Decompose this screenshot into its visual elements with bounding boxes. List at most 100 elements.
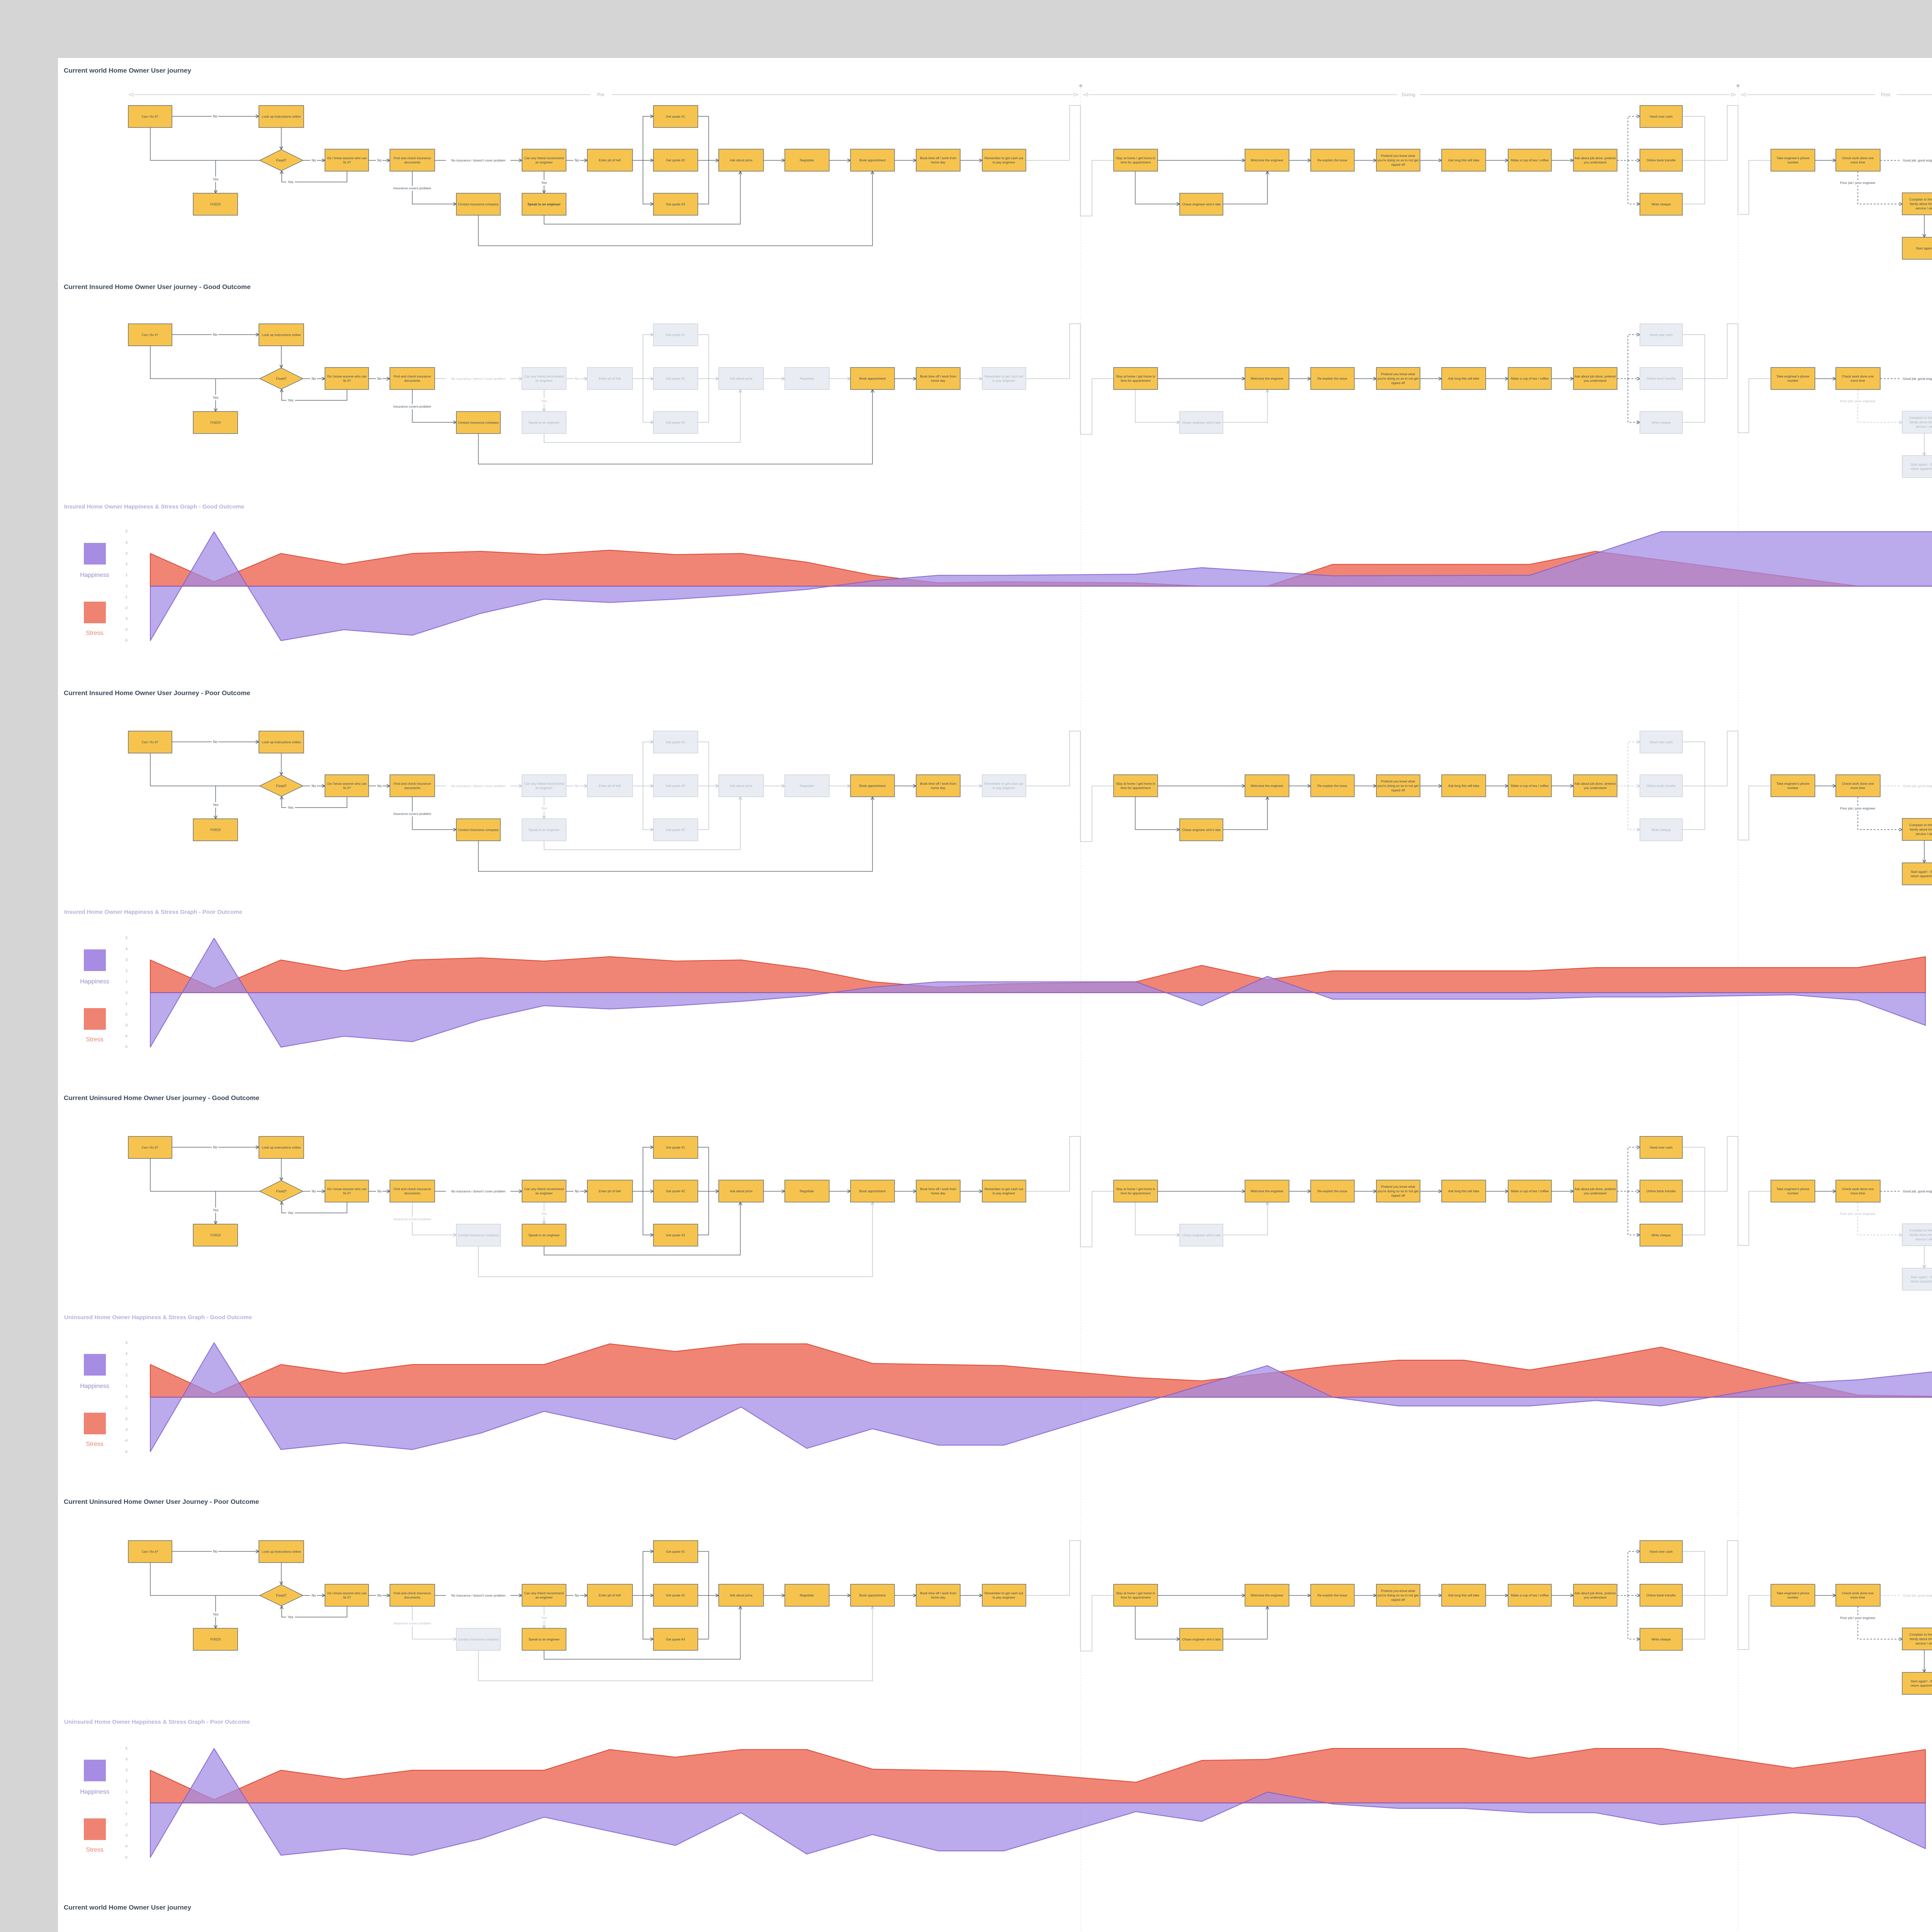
svg-text:Ask long this will take: Ask long this will take bbox=[1448, 1594, 1480, 1597]
svg-text:Welcome the engineer: Welcome the engineer bbox=[1251, 1594, 1284, 1597]
svg-text:Make a cup of tea / coffee: Make a cup of tea / coffee bbox=[1511, 1594, 1549, 1597]
svg-text:No: No bbox=[311, 784, 316, 788]
svg-text:Fixed?: Fixed? bbox=[276, 158, 286, 162]
svg-text:1: 1 bbox=[126, 573, 128, 577]
svg-text:Get quote #2: Get quote #2 bbox=[666, 377, 685, 381]
svg-text:Good job, good engineer: Good job, good engineer bbox=[1903, 1189, 1932, 1193]
svg-text:Write cheque: Write cheque bbox=[1651, 828, 1671, 832]
svg-text:Speak to an engineer: Speak to an engineer bbox=[527, 202, 561, 206]
svg-text:Yes: Yes bbox=[213, 1208, 219, 1212]
svg-text:Get quote #1: Get quote #1 bbox=[666, 1146, 685, 1150]
svg-text:Current Uninsured Home Owner U: Current Uninsured Home Owner User journe… bbox=[64, 1094, 259, 1102]
svg-text:Get quote #2: Get quote #2 bbox=[666, 784, 685, 788]
svg-text:Speak to an engineer: Speak to an engineer bbox=[529, 828, 560, 832]
svg-text:Can I fix it?: Can I fix it? bbox=[142, 115, 158, 119]
svg-text:Welcome the engineer: Welcome the engineer bbox=[1251, 377, 1284, 381]
svg-text:Ask about price: Ask about price bbox=[730, 158, 753, 162]
svg-text:Re-explain the issue: Re-explain the issue bbox=[1317, 1189, 1347, 1193]
svg-text:Yes: Yes bbox=[213, 177, 219, 181]
svg-text:-5: -5 bbox=[124, 1045, 128, 1049]
svg-text:Post: Post bbox=[1881, 92, 1891, 97]
svg-text:Hand over cash: Hand over cash bbox=[1650, 115, 1673, 119]
svg-text:Complain to friends /family ab: Complain to friends /family about timing… bbox=[1909, 197, 1932, 210]
svg-text:No: No bbox=[575, 158, 579, 162]
svg-text:FIXED!: FIXED! bbox=[210, 1233, 221, 1237]
svg-text:Speak to an engineer: Speak to an engineer bbox=[529, 1233, 560, 1237]
svg-text:Insurance covers problem: Insurance covers problem bbox=[393, 812, 431, 816]
svg-text:Good job, good engineer: Good job, good engineer bbox=[1903, 784, 1932, 788]
svg-text:-3: -3 bbox=[124, 617, 128, 621]
svg-text:No insurance / doesn't cover p: No insurance / doesn't cover problem bbox=[451, 1189, 506, 1193]
svg-text:Insurance covers problem: Insurance covers problem bbox=[393, 1217, 431, 1221]
svg-text:2: 2 bbox=[126, 562, 128, 566]
svg-text:Book appointment: Book appointment bbox=[859, 784, 886, 788]
svg-text:Negotiate: Negotiate bbox=[800, 1594, 814, 1597]
svg-text:Make a cup of tea / coffee: Make a cup of tea / coffee bbox=[1511, 377, 1549, 381]
svg-text:Can I fix it?: Can I fix it? bbox=[142, 1146, 158, 1150]
svg-text:No: No bbox=[575, 1189, 579, 1193]
svg-text:Start again! - Bookreturn appo: Start again! - Bookreturn appointment bbox=[1910, 870, 1932, 878]
svg-text:Insurance covers problem: Insurance covers problem bbox=[393, 405, 431, 408]
svg-text:Negotiate: Negotiate bbox=[800, 1189, 814, 1193]
svg-text:Stress: Stress bbox=[86, 1441, 103, 1447]
svg-text:Get quote #3: Get quote #3 bbox=[666, 421, 685, 425]
svg-text:Stress: Stress bbox=[86, 1036, 103, 1043]
svg-text:-3: -3 bbox=[124, 1833, 128, 1837]
svg-text:Book appointment: Book appointment bbox=[859, 1594, 886, 1597]
svg-text:Get quote #3: Get quote #3 bbox=[666, 202, 685, 206]
svg-text:Get quote #1: Get quote #1 bbox=[666, 740, 685, 744]
svg-text:Current world Home Owner User: Current world Home Owner User journey bbox=[64, 1904, 191, 1911]
svg-text:FIXED!: FIXED! bbox=[210, 1638, 221, 1641]
svg-text:No: No bbox=[377, 377, 382, 381]
svg-text:-1: -1 bbox=[124, 1406, 128, 1410]
svg-text:-2: -2 bbox=[124, 1012, 128, 1016]
svg-text:Yes: Yes bbox=[541, 399, 547, 403]
svg-text:Ask about price: Ask about price bbox=[730, 1189, 753, 1193]
svg-text:-4: -4 bbox=[124, 1439, 128, 1442]
svg-text:1: 1 bbox=[126, 1790, 128, 1794]
svg-text:Get quote #2: Get quote #2 bbox=[666, 1189, 685, 1193]
svg-text:No: No bbox=[213, 1549, 218, 1553]
svg-text:Ask long this will take: Ask long this will take bbox=[1448, 1189, 1480, 1193]
svg-text:No: No bbox=[377, 1594, 382, 1597]
svg-text:Enter pit of hell: Enter pit of hell bbox=[599, 158, 621, 162]
svg-text:-5: -5 bbox=[124, 1450, 128, 1454]
svg-text:Write cheque: Write cheque bbox=[1651, 1638, 1671, 1641]
svg-text:Can I fix it?: Can I fix it? bbox=[142, 333, 158, 337]
svg-text:No: No bbox=[213, 740, 218, 744]
svg-text:Happiness: Happiness bbox=[80, 572, 109, 578]
svg-text:-4: -4 bbox=[124, 1844, 128, 1848]
svg-text:Complain to friends /family ab: Complain to friends /family about timing… bbox=[1909, 1633, 1932, 1645]
svg-text:Ask about price: Ask about price bbox=[730, 784, 753, 788]
svg-text:Stress: Stress bbox=[86, 630, 103, 636]
svg-text:Online bank transfer: Online bank transfer bbox=[1646, 158, 1676, 162]
svg-text:3: 3 bbox=[126, 1362, 128, 1366]
svg-text:-2: -2 bbox=[124, 1417, 128, 1421]
svg-text:No: No bbox=[575, 784, 579, 788]
svg-text:Book appointment: Book appointment bbox=[859, 158, 886, 162]
svg-text:Current Insured Home Owner Use: Current Insured Home Owner User Journey … bbox=[64, 689, 250, 697]
svg-text:No: No bbox=[377, 1189, 382, 1193]
svg-text:Enter pit of hell: Enter pit of hell bbox=[599, 1189, 621, 1193]
svg-text:Current world Home Owner User: Current world Home Owner User journey bbox=[64, 67, 191, 74]
